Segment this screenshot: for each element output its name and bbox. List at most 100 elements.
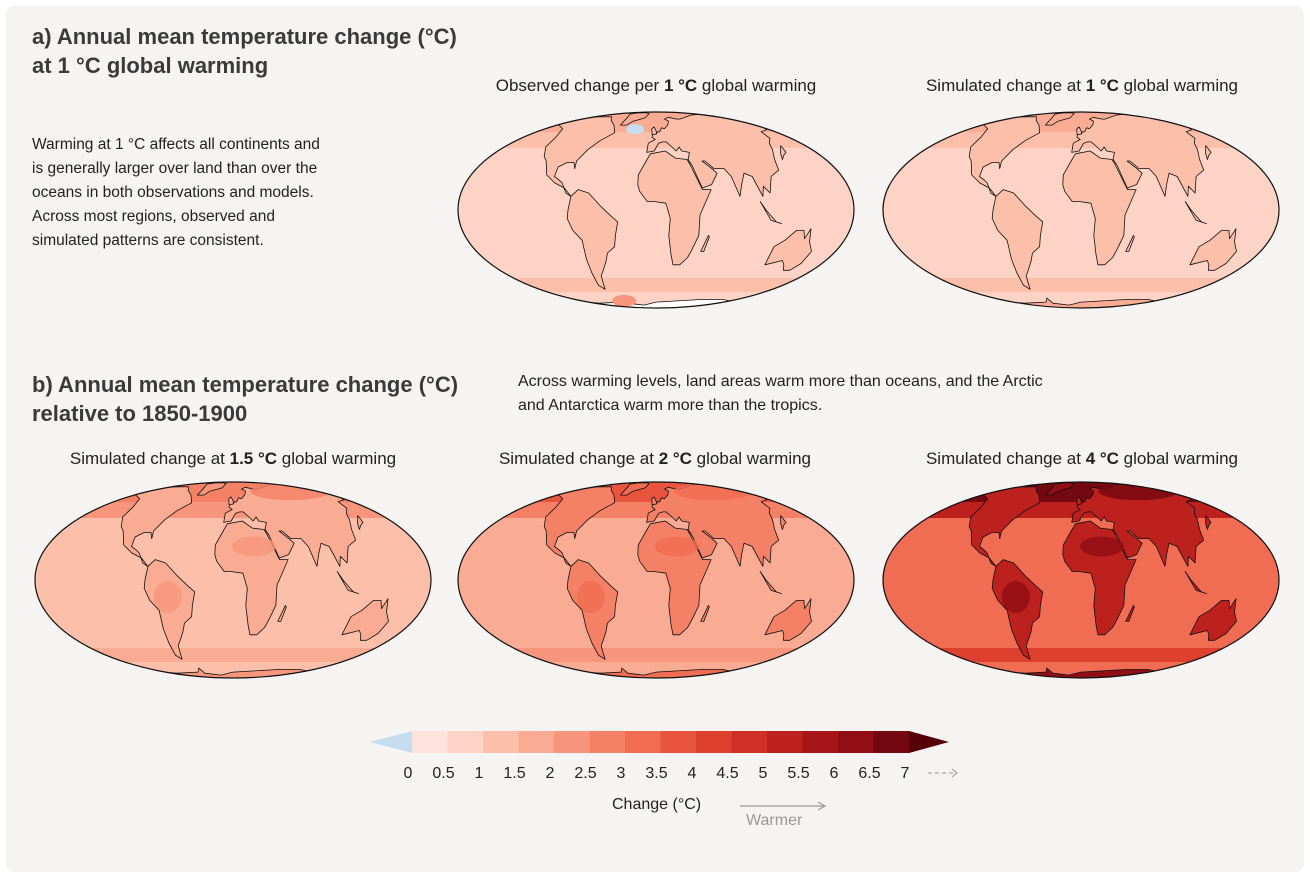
- colorbar-tick-label: 3: [616, 765, 626, 782]
- land-northAmerica: [120, 486, 193, 567]
- land-australia: [1189, 598, 1237, 641]
- colorbar-bin: [518, 731, 555, 753]
- land-indonesia: [759, 201, 782, 224]
- land-southAmerica: [566, 189, 619, 290]
- colorbar-tick-label: 3.5: [645, 765, 668, 782]
- land-japan: [780, 145, 787, 160]
- land-eurasia: [646, 484, 780, 567]
- colorbar-tick-label: 0.5: [432, 765, 455, 782]
- colorbar-tick-label: 4: [687, 765, 697, 782]
- amazon-hotspot: [153, 581, 182, 614]
- arctic-band: [883, 482, 1279, 502]
- colorbar-bin: [696, 731, 732, 753]
- colorbar-continue-arrow: [928, 768, 959, 778]
- arctic-band: [35, 482, 431, 502]
- north-atlantic-cooling: [626, 124, 645, 135]
- colorbar-tick-label: 4.5: [716, 765, 739, 782]
- land-australia: [1189, 228, 1237, 271]
- desc-line: Warming at 1 °C affects all continents a…: [32, 136, 320, 153]
- colorbar-tick-label: 7: [900, 765, 910, 782]
- southern-band: [883, 278, 1279, 292]
- warmer-label: Warmer: [746, 812, 803, 829]
- map-border: [457, 111, 855, 309]
- warmer-arrow: [740, 801, 827, 811]
- map-title-prefix: Simulated change at: [925, 76, 1086, 95]
- map-simulated-1c: [881, 110, 1281, 310]
- map-observed-1c: [456, 110, 856, 310]
- map-title-simulated-1-5c: Simulated change at 1.5 °C global warmin…: [33, 449, 433, 469]
- colorbar-tick-label: 1: [474, 765, 484, 782]
- land-indonesia: [1184, 201, 1207, 224]
- map-title-prefix: Simulated change at: [498, 449, 659, 468]
- land-eurasia: [223, 484, 357, 567]
- map-title-level: 2 °C: [658, 449, 692, 468]
- land-northAmerica: [968, 116, 1041, 197]
- colorbar-tick-label: 0: [403, 765, 413, 782]
- map-title-prefix: Simulated change at: [925, 449, 1086, 468]
- antarctic-peninsula-warming: [612, 294, 637, 307]
- map-simulated-4c: [881, 480, 1281, 680]
- land-japan: [1205, 145, 1212, 160]
- colorbar-tick-label: 2.5: [574, 765, 597, 782]
- land-australia: [764, 598, 812, 641]
- map-title-prefix: Observed change per: [495, 76, 664, 95]
- land-uk: [1076, 496, 1083, 506]
- colorbar-bin: [447, 731, 484, 753]
- colorbar-unit-label: Change (°C): [612, 796, 702, 813]
- desc-line: Across warming levels, land areas warm m…: [518, 373, 1043, 390]
- colorbar-bin: [589, 731, 626, 753]
- land-greenland: [619, 482, 650, 496]
- land-greenland: [1044, 482, 1075, 496]
- land-indonesia: [336, 571, 359, 594]
- sahara-hotspot: [231, 536, 276, 557]
- section-a-title-line2: at 1 °C global warming: [32, 53, 269, 78]
- map-svg: [457, 481, 855, 679]
- map-border: [882, 111, 1280, 309]
- desc-line: and Antarctica warm more than the tropic…: [518, 397, 823, 414]
- map-svg: [34, 481, 432, 679]
- land-madagascar: [1125, 605, 1135, 622]
- section-b-title-line2: relative to 1850-1900: [32, 401, 248, 426]
- colorbar-tick-label: 1.5: [503, 765, 526, 782]
- desc-line: oceans in both observations and models.: [32, 184, 314, 201]
- map-simulated-1-5c: [33, 480, 433, 680]
- arctic-band: [458, 482, 854, 502]
- map-title-level: 4 °C: [1085, 449, 1119, 468]
- map-border: [34, 481, 432, 679]
- land-northAmerica: [543, 116, 616, 197]
- arctic-band: [883, 112, 1279, 132]
- colorbar-bin: [802, 731, 839, 753]
- map-title-suffix: global warming: [691, 449, 812, 468]
- southern-band: [458, 278, 854, 292]
- section-a-description: Warming at 1 °C affects all continents a…: [32, 133, 320, 253]
- map-title-observed-1c: Observed change per 1 °C global warming: [456, 76, 856, 96]
- section-a-title: a) Annual mean temperature change (°C) a…: [32, 22, 457, 80]
- land-indonesia: [759, 571, 782, 594]
- map-title-suffix: global warming: [1118, 76, 1239, 95]
- map-title-simulated-1c: Simulated change at 1 °C global warming: [882, 76, 1282, 96]
- land-japan: [1205, 515, 1212, 530]
- sahara-hotspot: [1079, 536, 1124, 557]
- southern-band: [35, 648, 431, 662]
- land-uk: [228, 496, 235, 506]
- land-eurasia: [1071, 114, 1205, 197]
- land-southAmerica: [991, 189, 1044, 290]
- map-svg: [457, 111, 855, 309]
- colorbar-bin: [412, 731, 448, 753]
- amazon-hotspot: [576, 581, 605, 614]
- land-japan: [780, 515, 787, 530]
- land-madagascar: [700, 605, 710, 622]
- map-title-level: 1 °C: [1085, 76, 1119, 95]
- land-madagascar: [1125, 235, 1135, 252]
- land-australia: [764, 228, 812, 271]
- land-africa: [637, 150, 712, 266]
- land-greenland: [1044, 112, 1075, 126]
- map-title-simulated-4c: Simulated change at 4 °C global warming: [882, 449, 1282, 469]
- sahara-hotspot: [654, 536, 699, 557]
- desc-line: simulated patterns are consistent.: [32, 232, 264, 249]
- map-title-level: 1 °C: [663, 76, 698, 95]
- colorbar-tick-label: 6: [829, 765, 839, 782]
- southern-band: [458, 648, 854, 662]
- land-africa: [1062, 150, 1137, 266]
- colorbar-bin: [873, 731, 910, 753]
